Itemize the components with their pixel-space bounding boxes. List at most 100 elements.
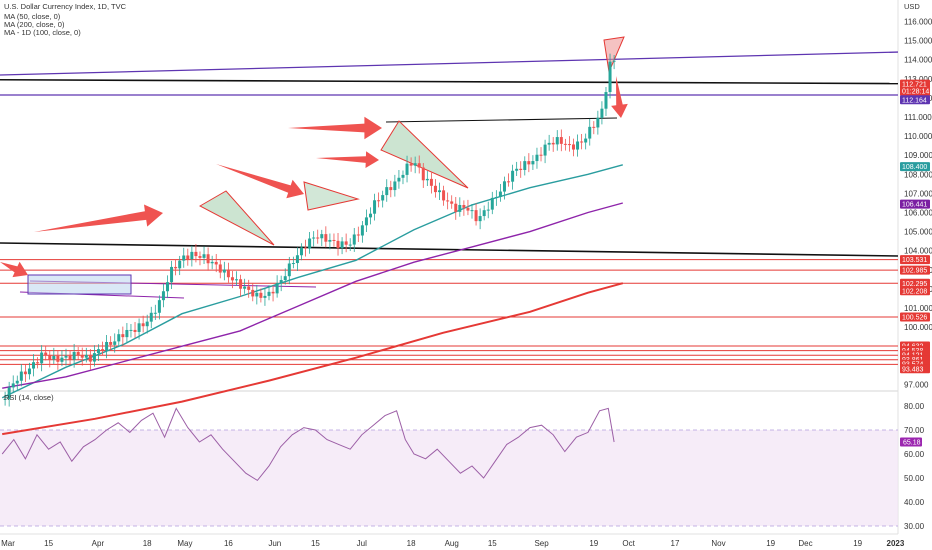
candle-body xyxy=(551,142,555,145)
candle-body xyxy=(23,371,27,375)
candle-body xyxy=(356,234,360,236)
ma-line xyxy=(2,282,624,436)
candle-body xyxy=(275,283,279,294)
price-badge xyxy=(900,265,930,275)
price-badge-label: 103.531 xyxy=(902,257,927,264)
time-tick-label: 2023 xyxy=(887,539,905,548)
candle-body xyxy=(405,163,409,175)
candle-body xyxy=(547,142,551,145)
candle-body xyxy=(141,323,145,327)
candle-body xyxy=(283,276,287,281)
candle-body xyxy=(48,355,52,360)
arrow-annotation xyxy=(0,261,28,278)
candle-body xyxy=(68,355,72,360)
price-tick-label: 108.000 xyxy=(904,170,932,179)
candle-body xyxy=(572,144,575,150)
candle-body xyxy=(539,154,543,156)
rsi-tick-label: 50.00 xyxy=(904,474,925,483)
price-badge xyxy=(900,312,930,322)
candle-body xyxy=(64,355,68,358)
candle-body xyxy=(247,286,251,290)
candle-body xyxy=(478,216,482,222)
candle-body xyxy=(52,355,56,360)
candle-body xyxy=(117,334,121,342)
candles-layer xyxy=(3,53,616,407)
candle-body xyxy=(474,210,478,222)
candle-body xyxy=(588,126,592,139)
candle-body xyxy=(401,174,405,178)
time-tick-label: 15 xyxy=(311,539,320,548)
price-badge-label: 106.441 xyxy=(902,202,927,209)
candle-body xyxy=(137,323,141,332)
rsi-tick-label: 60.00 xyxy=(904,450,925,459)
candle-body xyxy=(40,352,44,364)
price-badge-label: 112.721 xyxy=(902,82,927,89)
candle-body xyxy=(348,244,352,246)
candle-body xyxy=(397,177,401,182)
candle-body xyxy=(567,144,571,146)
black-trendline-short xyxy=(385,117,618,123)
candle-body xyxy=(446,200,450,202)
candle-body xyxy=(393,181,397,191)
candle-body xyxy=(324,234,328,242)
candle-body xyxy=(259,292,263,298)
time-tick-label: May xyxy=(177,539,192,548)
price-badge xyxy=(900,255,930,265)
price-tick-label: 109.000 xyxy=(904,151,932,160)
candle-body xyxy=(186,255,190,260)
candle-body xyxy=(377,200,381,202)
black-trendline-middle xyxy=(0,242,899,257)
time-tick-label: Nov xyxy=(711,539,725,548)
candle-body xyxy=(299,247,303,256)
rsi-tick-label: 40.00 xyxy=(904,498,925,507)
candle-body xyxy=(113,341,117,345)
candle-body xyxy=(527,161,531,165)
candle-body xyxy=(279,280,283,284)
triangle-pattern xyxy=(198,190,275,246)
candle-body xyxy=(202,254,206,258)
candle-body xyxy=(80,355,84,358)
time-tick-label: Jun xyxy=(268,539,281,548)
rsi-line-layer xyxy=(1,407,615,482)
time-tick-label: 17 xyxy=(671,539,680,548)
candle-body xyxy=(214,261,218,265)
black-trendline-top xyxy=(0,78,899,85)
price-badge-label: 01:28:14 xyxy=(902,89,929,96)
candle-body xyxy=(507,181,511,183)
candle-body xyxy=(409,163,413,166)
price-tick-label: 104.000 xyxy=(904,247,932,256)
rectangle-pattern xyxy=(27,274,132,295)
candle-body xyxy=(161,291,165,301)
candle-body xyxy=(72,351,76,360)
rsi-line xyxy=(1,407,615,482)
candle-body xyxy=(486,209,490,211)
candle-body xyxy=(243,286,247,289)
candle-body xyxy=(458,204,462,212)
candle-body xyxy=(88,354,92,362)
candle-body xyxy=(466,207,470,211)
rsi-badge xyxy=(900,437,922,447)
time-tick-label: 15 xyxy=(488,539,497,548)
time-tick-label: 19 xyxy=(853,539,862,548)
candle-body xyxy=(92,353,96,362)
candle-body xyxy=(417,163,421,168)
candle-body xyxy=(255,292,259,297)
pattern-annotations-layer xyxy=(27,36,625,295)
candle-body xyxy=(559,137,563,144)
time-tick-label: Jul xyxy=(357,539,367,548)
price-badge xyxy=(900,286,930,296)
candle-body xyxy=(592,126,596,128)
price-tick-label: 101.000 xyxy=(904,304,932,313)
candle-body xyxy=(389,187,393,191)
candle-body xyxy=(210,261,214,264)
rsi-tick-label: 30.00 xyxy=(904,522,925,531)
price-badge-label: 93.483 xyxy=(902,366,924,373)
candle-body xyxy=(263,295,267,298)
price-tick-label: 116.000 xyxy=(904,18,932,27)
candle-body xyxy=(105,341,109,351)
candle-body xyxy=(421,167,425,181)
candle-body xyxy=(198,256,202,258)
currency-label: USD xyxy=(904,2,920,11)
candle-body xyxy=(316,237,320,239)
